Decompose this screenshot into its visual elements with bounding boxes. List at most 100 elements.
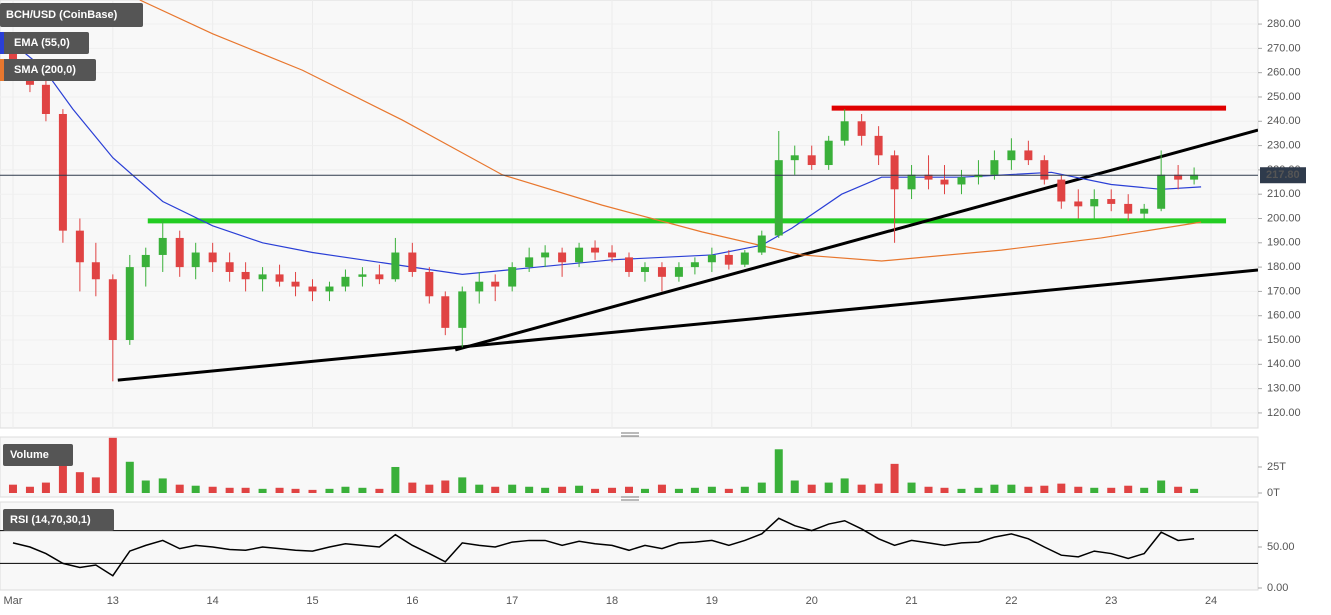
candle-body bbox=[191, 252, 200, 268]
candle-body bbox=[707, 254, 716, 263]
volume-bar bbox=[391, 466, 400, 493]
x-tick-label: 21 bbox=[905, 595, 917, 607]
volume-bar bbox=[175, 484, 184, 493]
volume-bar bbox=[291, 488, 300, 493]
candle-body bbox=[58, 113, 67, 231]
y-tick-label: 150.00 bbox=[1267, 334, 1301, 346]
candle-body bbox=[108, 279, 117, 341]
volume-bar bbox=[974, 487, 983, 493]
candle-body bbox=[957, 177, 966, 185]
x-tick-label: 23 bbox=[1105, 595, 1117, 607]
volume-bar bbox=[774, 449, 783, 493]
candle-body bbox=[1107, 199, 1116, 204]
last-price-box bbox=[1260, 167, 1306, 184]
volume-bar bbox=[275, 487, 284, 493]
y-tick-label: 190.00 bbox=[1267, 237, 1301, 249]
rsi-panel bbox=[0, 501, 1259, 591]
volume-bar bbox=[1157, 480, 1166, 493]
candle-body bbox=[625, 257, 633, 272]
volume-bar bbox=[125, 461, 134, 493]
y-tick-label: 270.00 bbox=[1267, 42, 1301, 54]
volume-bar bbox=[1024, 486, 1033, 493]
candle-body bbox=[1090, 199, 1099, 207]
x-tick-label: 13 bbox=[107, 595, 119, 607]
volume-bar bbox=[325, 488, 334, 493]
candle-body bbox=[408, 252, 417, 272]
candle-body bbox=[575, 247, 584, 263]
y-tick-label: 250.00 bbox=[1267, 91, 1301, 103]
candle-body bbox=[674, 267, 683, 277]
legend-box bbox=[0, 59, 96, 81]
candle-body bbox=[475, 281, 484, 292]
volume-bar bbox=[707, 486, 716, 493]
candle-body bbox=[308, 286, 317, 292]
volume-bar bbox=[208, 486, 217, 493]
y-tick-label: 120.00 bbox=[1267, 407, 1301, 419]
volume-bar bbox=[1090, 487, 1099, 493]
candle-body bbox=[1074, 201, 1083, 207]
volume-bar bbox=[940, 487, 949, 493]
rsi-plot bbox=[0, 517, 1258, 577]
volume-bar bbox=[625, 486, 633, 493]
volume-bar bbox=[740, 486, 749, 493]
volume-bar bbox=[1190, 488, 1199, 493]
candle-body bbox=[125, 267, 134, 341]
y-tick-label: 260.00 bbox=[1267, 67, 1301, 79]
x-tick-label: 18 bbox=[606, 595, 618, 607]
volume-bar bbox=[408, 482, 417, 493]
y-tick-label: 25T bbox=[1267, 461, 1286, 473]
candle-body bbox=[890, 155, 899, 190]
volume-bar bbox=[790, 480, 799, 493]
volume-bar bbox=[491, 486, 500, 493]
candle-body bbox=[1040, 160, 1049, 180]
indicator-line bbox=[139, 0, 1202, 262]
y-tick-label: 50.00 bbox=[1267, 541, 1295, 553]
volume-bar bbox=[91, 477, 100, 493]
y-tick-label: 160.00 bbox=[1267, 310, 1301, 322]
x-tick-label: 22 bbox=[1005, 595, 1017, 607]
candle-body bbox=[774, 160, 783, 236]
y-tick-label: 210.00 bbox=[1267, 188, 1301, 200]
candle-body bbox=[1124, 203, 1133, 214]
candle-body bbox=[840, 121, 849, 141]
volume-bar bbox=[1040, 485, 1049, 493]
y-tick-label: 130.00 bbox=[1267, 383, 1301, 395]
candle-body bbox=[824, 140, 833, 166]
y-tick-label: 180.00 bbox=[1267, 261, 1301, 273]
candle-body bbox=[275, 274, 284, 282]
x-tick-label: 24 bbox=[1205, 595, 1217, 607]
x-tick-label: 20 bbox=[806, 595, 818, 607]
volume-bar bbox=[108, 437, 117, 493]
y-tick-label: 140.00 bbox=[1267, 358, 1301, 370]
candle-body bbox=[325, 286, 334, 292]
candle-body bbox=[724, 254, 733, 265]
volume-bar bbox=[840, 478, 849, 493]
candle-body bbox=[740, 252, 749, 265]
candle-body bbox=[175, 237, 184, 268]
candle-body bbox=[974, 174, 983, 178]
price-panel bbox=[0, 0, 1259, 429]
volume-bar bbox=[258, 488, 267, 493]
candle-body bbox=[375, 274, 384, 280]
volume-bar bbox=[890, 463, 899, 493]
candle-body bbox=[258, 274, 267, 280]
candle-body bbox=[924, 174, 933, 180]
candle-body bbox=[358, 274, 367, 277]
volume-bar bbox=[640, 488, 649, 493]
volume-bar bbox=[375, 488, 384, 493]
candle-body bbox=[541, 252, 550, 258]
candle-body bbox=[857, 121, 866, 136]
volume-bar bbox=[25, 486, 34, 493]
x-tick-label: 17 bbox=[506, 595, 518, 607]
volume-bar bbox=[8, 484, 17, 493]
candle-body bbox=[690, 262, 699, 268]
candle-body bbox=[75, 230, 84, 263]
volume-bar bbox=[241, 487, 250, 493]
volume-bar bbox=[341, 486, 350, 493]
x-tick-label: 15 bbox=[306, 595, 318, 607]
candle-body bbox=[757, 235, 766, 253]
volume-bar bbox=[1107, 487, 1116, 493]
candle-body bbox=[158, 237, 167, 255]
volume-bar bbox=[458, 477, 467, 493]
